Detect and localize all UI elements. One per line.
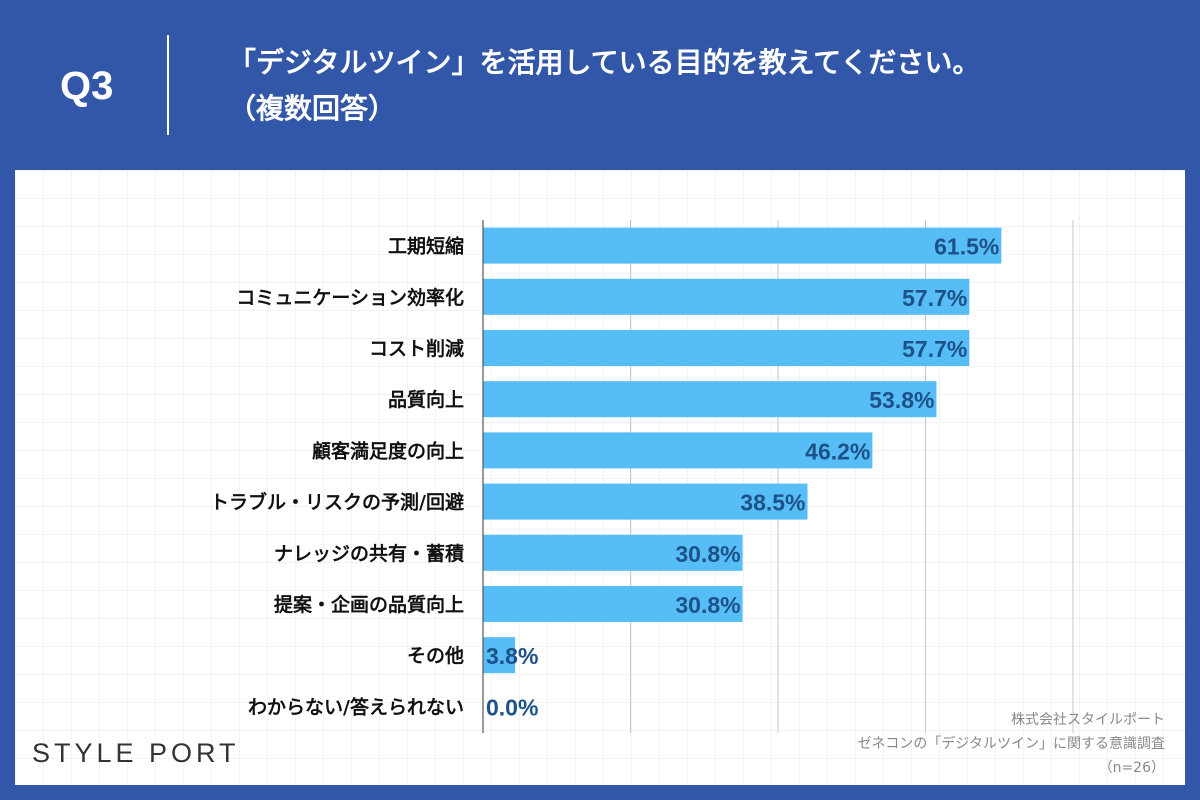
bar	[483, 483, 808, 520]
title-line-1: 「デジタルツイン」を活用している目的を教えてください。	[228, 46, 981, 79]
question-number: Q3	[60, 64, 114, 108]
bar	[483, 637, 516, 674]
category-label: わからない/答えられない	[248, 695, 464, 718]
bar	[483, 227, 1002, 264]
value-label: 3.8%	[486, 643, 538, 669]
value-label: 57.7%	[902, 336, 967, 362]
category-label: 顧客満足度の向上	[312, 439, 464, 462]
value-label: 38.5%	[740, 490, 805, 516]
bar	[483, 381, 937, 418]
source-survey: ゼネコンの「デジタルツイン」に関する意識調査	[857, 736, 1165, 752]
bar	[483, 330, 970, 366]
divider	[167, 35, 169, 135]
value-label: 0.0%	[486, 694, 538, 720]
category-label: トラブル・リスクの予測/回避	[210, 491, 464, 514]
bar	[483, 278, 970, 315]
category-label: その他	[407, 644, 464, 667]
category-label: コミュニケーション効率化	[236, 286, 464, 309]
value-label: 46.2%	[805, 438, 870, 464]
bar	[483, 586, 743, 622]
category-label: 提案・企画の品質向上	[274, 593, 464, 616]
logo: STYLE PORT	[32, 738, 240, 768]
sample-size: （n=26）	[1098, 760, 1165, 776]
question-title: 「デジタルツイン」を活用している目的を教えてください。 （複数回答）	[228, 40, 980, 132]
value-label: 53.8%	[869, 387, 934, 413]
category-label: コスト削減	[369, 337, 464, 360]
chart-panel	[15, 170, 1185, 785]
category-label: 品質向上	[388, 388, 464, 411]
bar	[483, 534, 743, 571]
value-label: 30.8%	[675, 541, 740, 567]
category-label: 工期短縮	[388, 235, 464, 258]
source-note: 株式会社スタイルポート ゼネコンの「デジタルツイン」に関する意識調査 （n=26…	[858, 708, 1165, 780]
bar	[483, 432, 873, 469]
value-label: 57.7%	[902, 285, 967, 311]
category-label: ナレッジの共有・蓄積	[274, 542, 464, 565]
source-company: 株式会社スタイルポート	[1011, 712, 1165, 728]
title-line-2: （複数回答）	[228, 92, 397, 125]
value-label: 30.8%	[675, 592, 740, 618]
value-label: 61.5%	[934, 234, 999, 260]
